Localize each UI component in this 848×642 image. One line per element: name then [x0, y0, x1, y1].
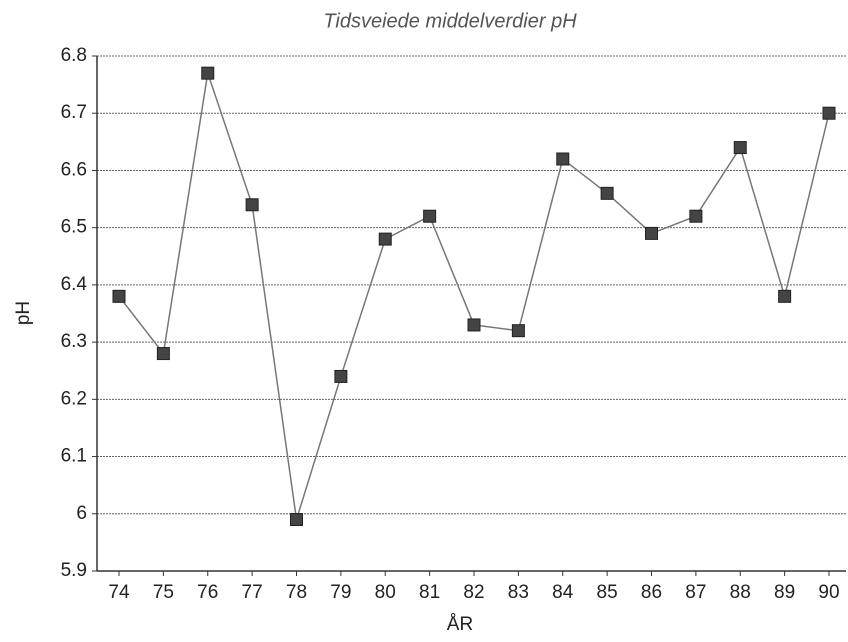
- y-tick-label: 6.8: [61, 45, 87, 66]
- x-tick-label: 78: [286, 582, 307, 603]
- data-point: [733, 141, 747, 155]
- y-tick-label: 6.2: [61, 388, 87, 409]
- x-tick-label: 80: [375, 582, 396, 603]
- data-point: [112, 289, 126, 303]
- data-point: [645, 226, 658, 240]
- x-tick-label: 74: [108, 582, 130, 603]
- data-point: [689, 209, 703, 223]
- y-axis-label: pH: [13, 301, 34, 325]
- chart-title: Tidsveiede middelverdier pH: [323, 10, 577, 32]
- x-tick-label: 75: [153, 582, 174, 603]
- data-point: [556, 152, 570, 166]
- data-point: [245, 198, 259, 212]
- x-tick-label: 83: [508, 582, 529, 603]
- data-point: [378, 232, 392, 246]
- x-tick-label: 82: [463, 582, 484, 603]
- y-tick-label: 6.6: [61, 159, 87, 180]
- x-tick-label: 86: [641, 582, 662, 603]
- data-point: [156, 347, 170, 361]
- y-tick-label: 5.9: [61, 560, 87, 581]
- data-point: [334, 369, 348, 383]
- x-tick-label: 87: [685, 582, 706, 603]
- y-tick-label: 6.1: [61, 446, 87, 467]
- data-point: [822, 106, 836, 120]
- x-tick-label: 81: [419, 582, 440, 603]
- data-line: [118, 72, 830, 520]
- data-point: [600, 186, 614, 200]
- data-point: [290, 513, 303, 526]
- data-point: [467, 318, 481, 332]
- y-tick-label: 6.4: [61, 274, 88, 295]
- x-tick-label: 77: [242, 582, 263, 603]
- x-axis-label: ÅR: [447, 614, 473, 635]
- y-tick-label: 6.5: [61, 217, 87, 238]
- x-tick-label: 79: [330, 582, 351, 603]
- data-point: [511, 324, 525, 338]
- data-point: [201, 66, 215, 80]
- x-tick-label: 89: [774, 582, 795, 603]
- x-tick-label: 84: [552, 582, 574, 603]
- x-tick-label: 76: [197, 582, 218, 603]
- x-tick-label: 85: [597, 582, 618, 603]
- x-tick-label: 90: [818, 582, 839, 603]
- y-tick-label: 6.7: [61, 102, 87, 123]
- y-tick-label: 6.3: [61, 331, 87, 352]
- y-tick-label: 6: [76, 503, 87, 524]
- data-point: [778, 289, 792, 303]
- data-point: [423, 209, 437, 223]
- x-tick-label: 88: [730, 582, 751, 603]
